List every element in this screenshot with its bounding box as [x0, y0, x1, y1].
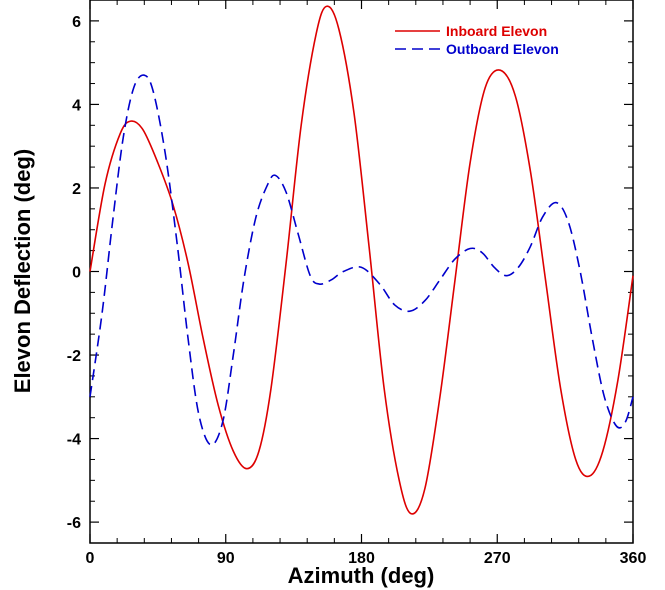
- y-tick-label: 6: [72, 14, 81, 31]
- x-tick-label: 90: [217, 550, 235, 567]
- ticks: [89, 0, 634, 544]
- x-tick-label: 0: [86, 550, 95, 567]
- legend-label-outboard: Outboard Elevon: [446, 41, 559, 57]
- y-tick-label: -2: [67, 348, 81, 365]
- y-tick-label: -4: [67, 432, 81, 449]
- y-tick-label: 4: [72, 97, 81, 114]
- y-tick-label: -6: [67, 515, 81, 532]
- x-tick-label: 180: [348, 550, 375, 567]
- legend-label-inboard: Inboard Elevon: [446, 23, 547, 39]
- series-line-inboard-elevon: [89, 5, 634, 515]
- x-tick-label: 270: [484, 550, 511, 567]
- x-tick-labels: 0 90 180 270 360: [86, 550, 647, 567]
- y-axis-title: Elevon Deflection (deg): [10, 149, 35, 393]
- plot-frame: [89, 0, 634, 544]
- y-tick-label: 0: [72, 265, 81, 282]
- legend: Inboard Elevon Outboard Elevon: [395, 23, 559, 57]
- y-tick-label: 2: [72, 181, 81, 198]
- x-axis-title: Azimuth (deg): [288, 563, 435, 588]
- series-group: [89, 5, 634, 515]
- y-tick-labels: -6 -4 -2 0 2 4 6: [67, 14, 81, 532]
- series-line-outboard-elevon: [89, 74, 634, 446]
- x-tick-label: 360: [620, 550, 647, 567]
